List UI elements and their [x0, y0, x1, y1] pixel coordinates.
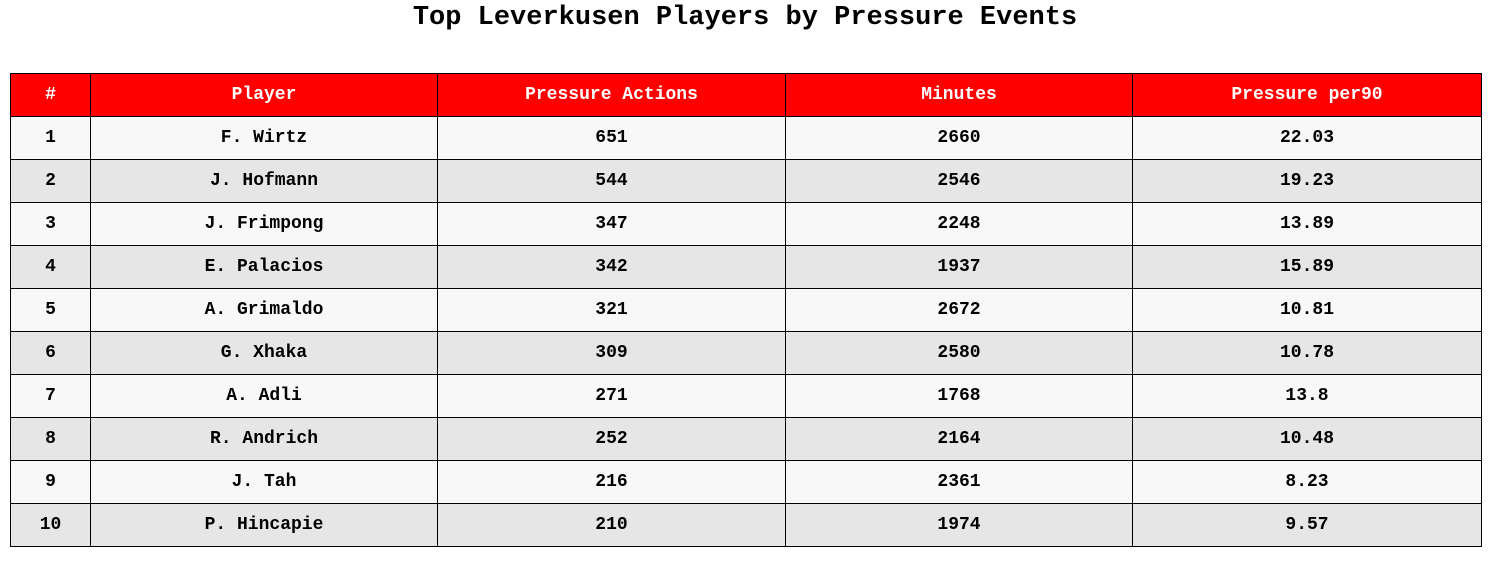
- cell-pressure-per90: 8.23: [1132, 460, 1482, 504]
- table-row: 2 J. Hofmann 544 2546 19.23: [10, 159, 1482, 203]
- cell-player: P. Hincapie: [90, 503, 438, 547]
- cell-minutes: 2164: [785, 417, 1133, 461]
- cell-pressure-per90: 10.48: [1132, 417, 1482, 461]
- cell-minutes: 2672: [785, 288, 1133, 332]
- cell-pressure-actions: 651: [437, 116, 786, 160]
- cell-rank: 1: [10, 116, 91, 160]
- cell-pressure-per90: 22.03: [1132, 116, 1482, 160]
- cell-player: A. Adli: [90, 374, 438, 418]
- cell-rank: 7: [10, 374, 91, 418]
- cell-pressure-actions: 342: [437, 245, 786, 289]
- cell-minutes: 2361: [785, 460, 1133, 504]
- table-body: 1 F. Wirtz 651 2660 22.03 2 J. Hofmann 544 2546 1…: [10, 116, 1482, 547]
- cell-rank: 2: [10, 159, 91, 203]
- cell-rank: 10: [10, 503, 91, 547]
- cell-minutes: 1974: [785, 503, 1133, 547]
- cell-pressure-actions: 210: [437, 503, 786, 547]
- cell-pressure-per90: 15.89: [1132, 245, 1482, 289]
- cell-pressure-actions: 309: [437, 331, 786, 375]
- cell-rank: 8: [10, 417, 91, 461]
- cell-rank: 5: [10, 288, 91, 332]
- table-row: 1 F. Wirtz 651 2660 22.03: [10, 116, 1482, 160]
- cell-pressure-actions: 347: [437, 202, 786, 246]
- cell-player: J. Hofmann: [90, 159, 438, 203]
- header-pressure-actions: Pressure Actions: [437, 73, 786, 117]
- cell-pressure-per90: 13.8: [1132, 374, 1482, 418]
- pressure-table: # Player Pressure Actions Minutes Pressu…: [10, 73, 1482, 547]
- cell-player: G. Xhaka: [90, 331, 438, 375]
- cell-player: J. Frimpong: [90, 202, 438, 246]
- cell-pressure-per90: 10.81: [1132, 288, 1482, 332]
- cell-rank: 4: [10, 245, 91, 289]
- cell-pressure-actions: 271: [437, 374, 786, 418]
- cell-rank: 9: [10, 460, 91, 504]
- cell-player: J. Tah: [90, 460, 438, 504]
- cell-player: E. Palacios: [90, 245, 438, 289]
- cell-minutes: 1768: [785, 374, 1133, 418]
- cell-minutes: 1937: [785, 245, 1133, 289]
- cell-pressure-per90: 13.89: [1132, 202, 1482, 246]
- cell-minutes: 2248: [785, 202, 1133, 246]
- cell-pressure-actions: 321: [437, 288, 786, 332]
- cell-player: F. Wirtz: [90, 116, 438, 160]
- cell-minutes: 2546: [785, 159, 1133, 203]
- cell-player: R. Andrich: [90, 417, 438, 461]
- table-row: 9 J. Tah 216 2361 8.23: [10, 460, 1482, 504]
- table-row: 5 A. Grimaldo 321 2672 10.81: [10, 288, 1482, 332]
- cell-minutes: 2660: [785, 116, 1133, 160]
- cell-rank: 3: [10, 202, 91, 246]
- cell-pressure-actions: 216: [437, 460, 786, 504]
- table-row: 6 G. Xhaka 309 2580 10.78: [10, 331, 1482, 375]
- header-rank: #: [10, 73, 91, 117]
- cell-pressure-per90: 10.78: [1132, 331, 1482, 375]
- table-row: 10 P. Hincapie 210 1974 9.57: [10, 503, 1482, 547]
- header-minutes: Minutes: [785, 73, 1133, 117]
- cell-player: A. Grimaldo: [90, 288, 438, 332]
- table-row: 7 A. Adli 271 1768 13.8: [10, 374, 1482, 418]
- cell-pressure-per90: 9.57: [1132, 503, 1482, 547]
- cell-minutes: 2580: [785, 331, 1133, 375]
- cell-pressure-per90: 19.23: [1132, 159, 1482, 203]
- chart-title: Top Leverkusen Players by Pressure Event…: [412, 3, 1078, 33]
- cell-pressure-actions: 544: [437, 159, 786, 203]
- cell-rank: 6: [10, 331, 91, 375]
- header-pressure-per90: Pressure per90: [1132, 73, 1482, 117]
- table-row: 4 E. Palacios 342 1937 15.89: [10, 245, 1482, 289]
- table-row: 8 R. Andrich 252 2164 10.48: [10, 417, 1482, 461]
- header-player: Player: [90, 73, 438, 117]
- header-row: # Player Pressure Actions Minutes Pressu…: [10, 73, 1482, 117]
- table-row: 3 J. Frimpong 347 2248 13.89: [10, 202, 1482, 246]
- cell-pressure-actions: 252: [437, 417, 786, 461]
